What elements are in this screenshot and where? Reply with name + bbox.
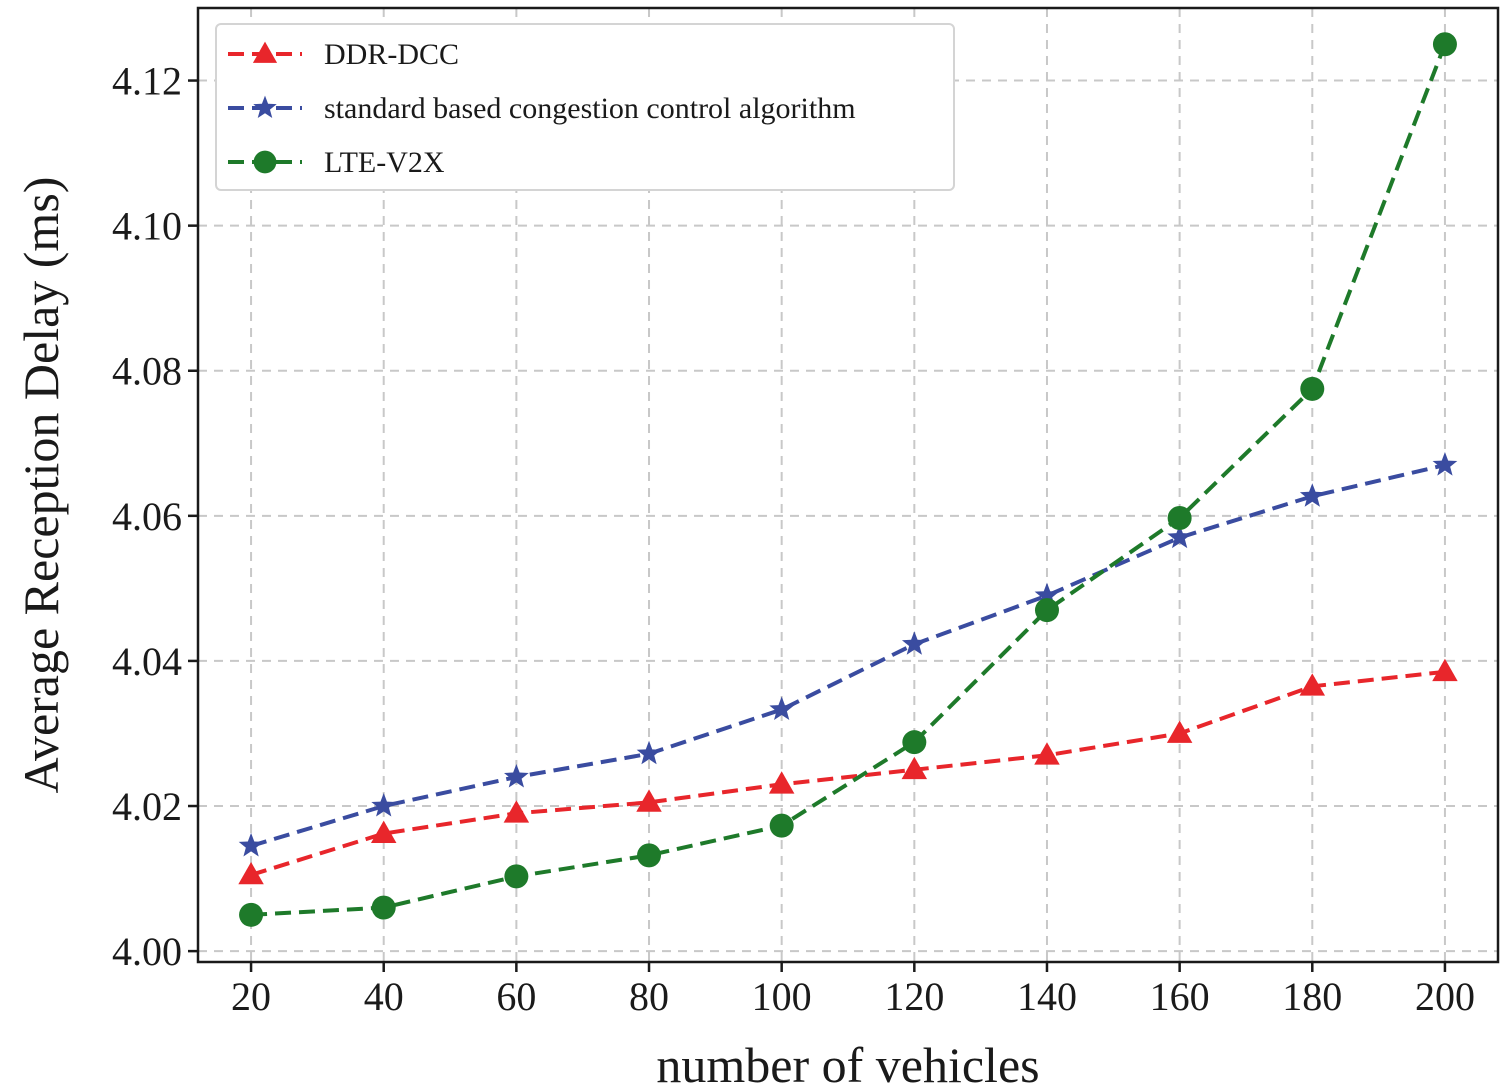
- y-tick-label: 4.00: [112, 929, 182, 974]
- series-line: [250, 669, 1446, 877]
- data-point: [1034, 582, 1060, 607]
- data-point: [636, 789, 662, 812]
- y-tick-label: 4.12: [112, 59, 182, 104]
- legend-label: DDR-DCC: [324, 38, 459, 71]
- legend-marker: [252, 41, 278, 63]
- series-line: [250, 463, 1446, 848]
- series-line: [250, 43, 1447, 917]
- data-point: [503, 800, 530, 823]
- legend-label: standard based congestion control algori…: [324, 92, 856, 125]
- data-point: [504, 764, 529, 788]
- legend-entry: standard based congestion control algori…: [228, 92, 856, 125]
- legend-label: LTE-V2X: [324, 146, 445, 179]
- y-axis-title: Average Reception Delay (ms): [13, 177, 69, 794]
- data-series: [238, 32, 1458, 927]
- data-point: [1300, 376, 1325, 401]
- legend-entry: LTE-V2X: [228, 146, 445, 179]
- data-point: [1167, 524, 1192, 549]
- data-point: [1167, 506, 1192, 531]
- data-point: [1299, 483, 1325, 507]
- x-tick-label: 40: [364, 974, 404, 1019]
- data-point: [1299, 673, 1326, 696]
- data-point: [769, 813, 794, 838]
- data-point: [504, 864, 529, 889]
- legend-entry: DDR-DCC: [228, 38, 459, 71]
- data-point: [901, 631, 927, 655]
- plot-area-frame: [196, 6, 1500, 964]
- series-star: [238, 452, 1458, 857]
- y-tick-label: 4.02: [112, 784, 182, 829]
- data-point: [370, 820, 397, 843]
- legend-marker: [253, 95, 277, 118]
- series-triangle: [238, 658, 1458, 885]
- data-point: [1432, 452, 1458, 476]
- legend: DDR-DCC standard based congestion control…: [215, 23, 955, 191]
- x-axis-title: number of vehicles: [656, 1037, 1039, 1089]
- x-tick-label: 100: [752, 974, 812, 1019]
- series-circle: [239, 32, 1457, 927]
- data-point: [371, 895, 396, 920]
- data-point: [637, 843, 662, 868]
- x-tick-label: 200: [1415, 974, 1475, 1019]
- data-point: [769, 696, 795, 721]
- data-point: [901, 756, 928, 780]
- x-tick-label: 120: [884, 974, 944, 1019]
- x-tick-label: 140: [1017, 974, 1077, 1019]
- y-tick-label: 4.04: [112, 639, 182, 684]
- data-point: [768, 771, 795, 794]
- axis-ticks: 20 40 60 80 100 120 140 160 180 200 4.00 4.02 4.04 4.…: [112, 59, 1475, 1019]
- y-tick-label: 4.10: [112, 204, 182, 249]
- x-tick-label: 60: [496, 974, 536, 1019]
- data-point: [1432, 32, 1457, 57]
- data-point: [636, 740, 662, 765]
- data-point: [1166, 720, 1193, 743]
- data-point: [1432, 658, 1458, 682]
- x-tick-label: 80: [629, 974, 669, 1019]
- x-tick-label: 180: [1282, 974, 1342, 1019]
- data-point: [1034, 598, 1059, 623]
- y-tick-label: 4.08: [112, 349, 182, 394]
- data-point: [371, 793, 397, 817]
- data-point: [902, 730, 927, 755]
- legend-marker: [253, 150, 277, 174]
- x-tick-label: 20: [231, 974, 271, 1019]
- data-point: [238, 861, 264, 885]
- legend-box: [215, 23, 955, 191]
- data-point: [1034, 742, 1060, 765]
- y-tick-label: 4.06: [112, 494, 182, 539]
- x-tick-label: 160: [1150, 974, 1210, 1019]
- data-point: [238, 832, 264, 857]
- data-point: [239, 902, 264, 927]
